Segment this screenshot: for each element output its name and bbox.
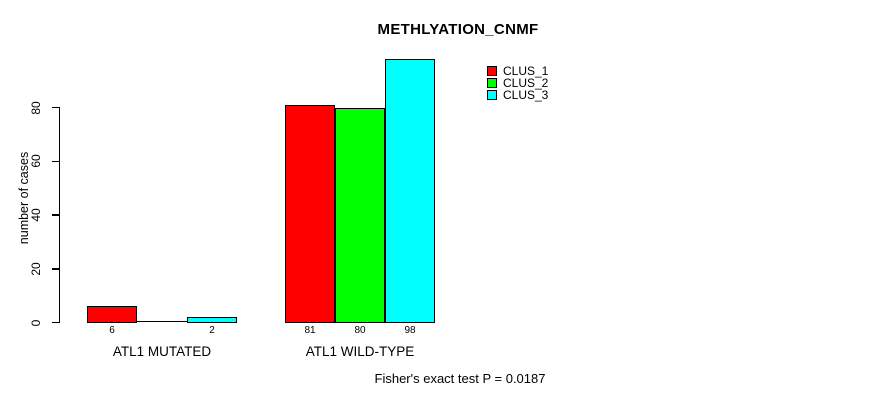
legend-label: CLUS_2 xyxy=(503,76,549,90)
legend-label: CLUS_3 xyxy=(503,88,549,102)
y-tick xyxy=(52,106,59,109)
y-tick-label: 80 xyxy=(29,100,43,115)
bar xyxy=(285,104,335,323)
legend-label: CLUS_1 xyxy=(503,64,549,78)
y-tick-label: 40 xyxy=(29,208,43,222)
bar xyxy=(87,306,137,323)
legend: CLUS_1 CLUS_2 CLUS_3 xyxy=(487,65,548,101)
bar xyxy=(335,107,385,323)
bar xyxy=(385,59,435,323)
bar xyxy=(187,317,237,323)
legend-row: CLUS_3 xyxy=(487,89,548,101)
y-tick-label: 0 xyxy=(29,319,43,326)
y-tick xyxy=(52,160,59,162)
y-tick xyxy=(52,214,59,216)
legend-row: CLUS_2 xyxy=(487,77,548,89)
bar xyxy=(137,321,187,322)
bar-value-label: 6 xyxy=(109,325,115,336)
y-tick-label: 60 xyxy=(29,154,43,168)
annotation-text: Fisher's exact test P = 0.0187 xyxy=(374,371,546,386)
x-category-label: ATL1 WILD-TYPE xyxy=(305,344,415,359)
bar-value-label: 81 xyxy=(304,325,316,336)
y-tick-label: 20 xyxy=(29,262,43,276)
y-axis-line xyxy=(58,107,60,323)
chart-title: METHLYATION_CNMF xyxy=(377,21,539,38)
bar-value-label: 80 xyxy=(354,325,366,336)
legend-swatch xyxy=(487,90,497,100)
y-tick xyxy=(52,321,59,324)
legend-swatch xyxy=(487,66,497,76)
bar-value-label: 2 xyxy=(209,325,215,336)
legend-row: CLUS_1 xyxy=(487,65,548,77)
legend-swatch xyxy=(487,78,497,88)
bar-value-label: 98 xyxy=(404,325,416,336)
x-category-label: ATL1 MUTATED xyxy=(112,344,212,359)
y-tick xyxy=(52,268,59,270)
